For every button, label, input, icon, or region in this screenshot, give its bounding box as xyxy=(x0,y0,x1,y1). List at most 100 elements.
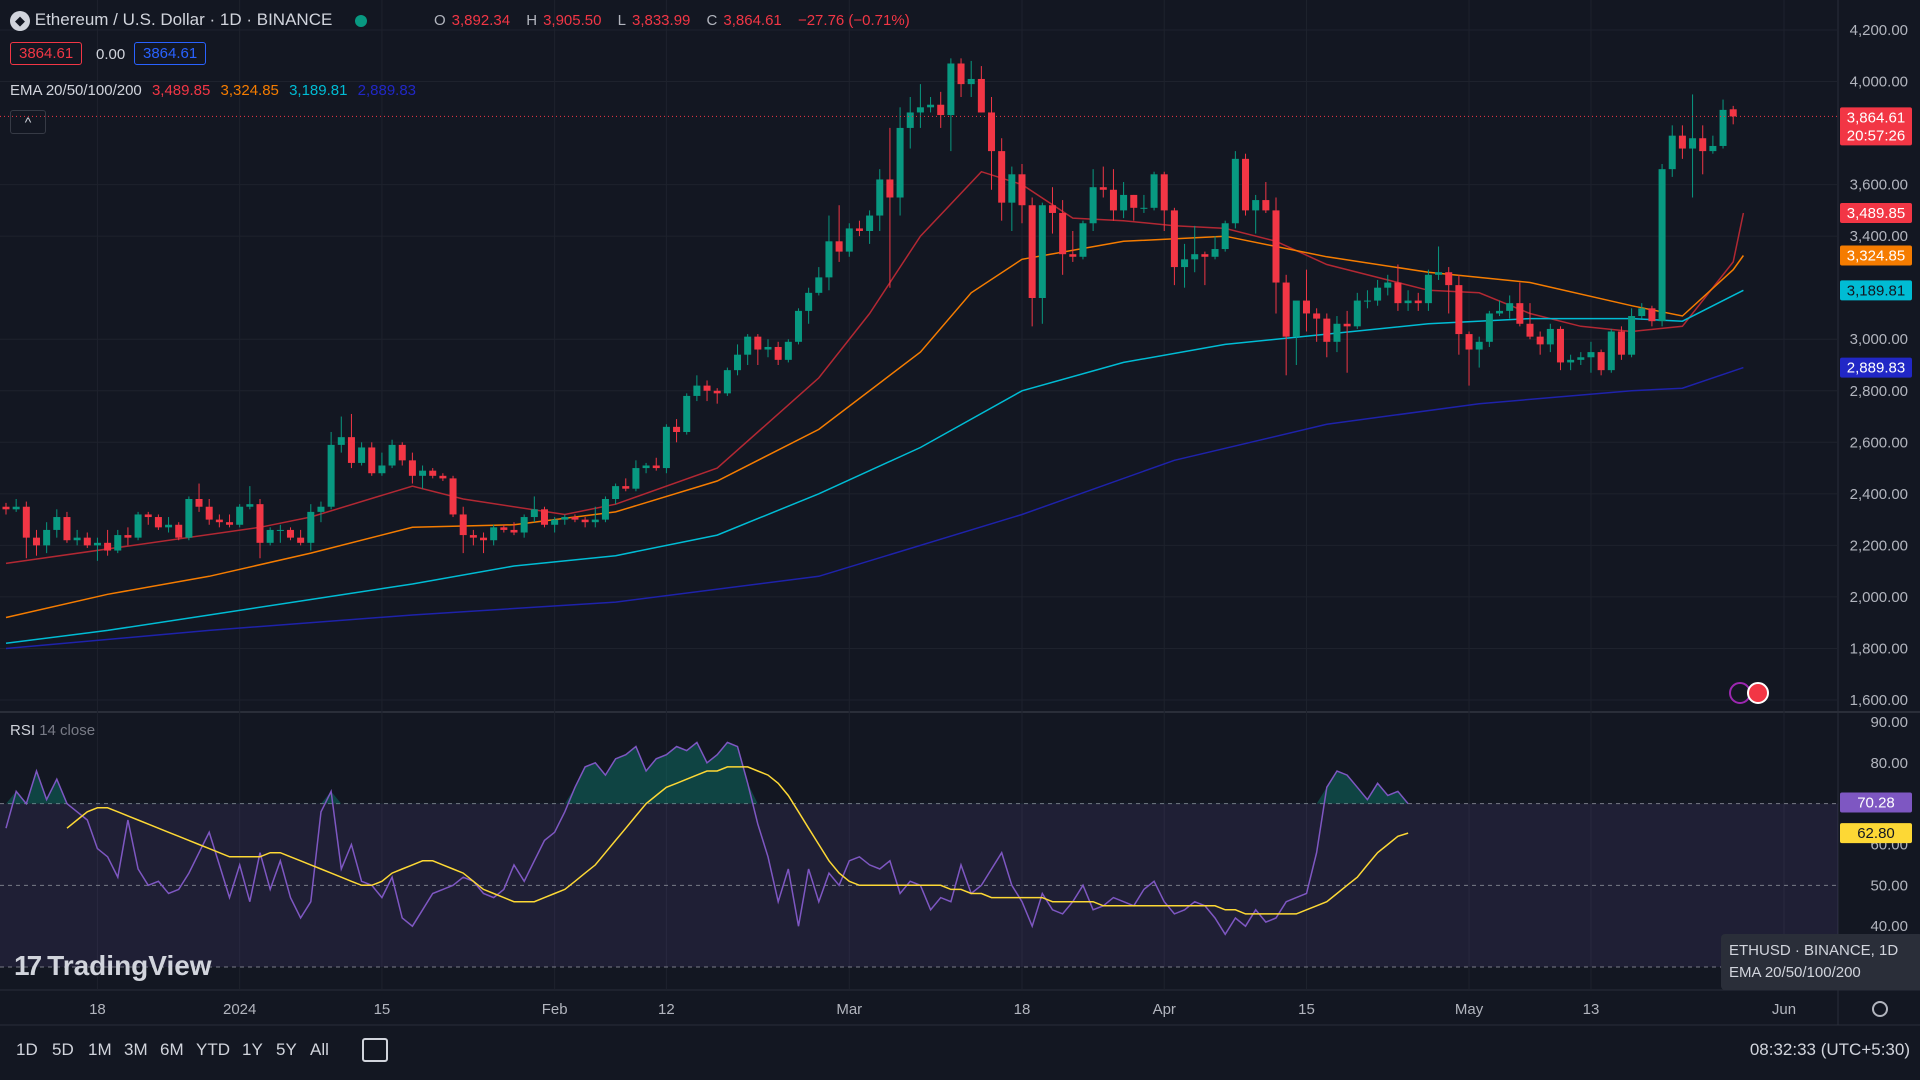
timezone-clock[interactable]: 08:32:33 (UTC+5:30) xyxy=(1749,1040,1910,1059)
candle-body xyxy=(1038,205,1046,298)
candle-body xyxy=(612,486,620,499)
candle xyxy=(1424,269,1432,311)
candle xyxy=(683,393,691,435)
candle xyxy=(104,529,112,556)
axis-tag-text: 70.28 xyxy=(1857,795,1895,812)
candle-body xyxy=(937,104,945,116)
candle xyxy=(459,506,467,554)
candle-body xyxy=(734,354,742,371)
candle-body xyxy=(845,228,853,252)
ema100-value: 3,189.81 xyxy=(289,82,348,99)
candle-body xyxy=(256,504,264,543)
candle xyxy=(246,486,254,510)
symbol-header[interactable]: ◆ Ethereum / U.S. Dollar · 1D · BINANCE xyxy=(10,10,368,31)
candle-body xyxy=(480,537,488,541)
collapse-legend-button[interactable]: ^ xyxy=(10,110,46,134)
timeframe-button-3m[interactable]: 3M xyxy=(124,1040,148,1059)
candle xyxy=(520,514,528,538)
candle xyxy=(226,514,234,528)
candle-body xyxy=(1191,254,1199,260)
candle-body xyxy=(876,179,884,216)
candle xyxy=(1404,290,1412,311)
candle-body xyxy=(947,63,955,116)
candle xyxy=(43,522,51,554)
ema-legend[interactable]: EMA 20/50/100/200 3,489.85 3,324.85 3,18… xyxy=(10,82,416,99)
candle xyxy=(1719,99,1727,149)
timeframe-button-5y[interactable]: 5Y xyxy=(276,1040,297,1059)
candle xyxy=(73,529,81,546)
candle-body xyxy=(805,292,813,311)
candle xyxy=(378,452,386,476)
candle-body xyxy=(1282,282,1290,337)
candle-body xyxy=(866,215,874,231)
candle-body xyxy=(723,370,731,394)
candle xyxy=(1556,326,1564,371)
candle-body xyxy=(1516,303,1524,324)
candle-body xyxy=(1242,158,1250,211)
candle-body xyxy=(459,514,467,536)
candle-body xyxy=(43,529,51,546)
candle-body xyxy=(419,470,427,476)
timeframe-button-1y[interactable]: 1Y xyxy=(242,1040,263,1059)
candle-body xyxy=(1211,249,1219,257)
candle xyxy=(93,537,101,561)
candle xyxy=(429,468,437,479)
candle-body xyxy=(358,447,366,463)
candle-body xyxy=(1140,207,1148,209)
sell-button[interactable]: 3864.61 xyxy=(10,42,83,65)
candle-body xyxy=(510,529,518,533)
candle xyxy=(866,210,874,244)
buy-button[interactable]: 3864.61 xyxy=(134,42,207,65)
candle-body xyxy=(1252,200,1260,211)
rsi-line xyxy=(5,741,1409,936)
candle xyxy=(1242,153,1250,216)
candle-body xyxy=(1150,174,1158,208)
timeframe-button-6m[interactable]: 6M xyxy=(160,1040,184,1059)
candle xyxy=(612,483,620,505)
candle-body xyxy=(1099,187,1107,190)
candle xyxy=(1109,169,1117,221)
rsi-legend[interactable]: RSI 14 close xyxy=(10,722,96,739)
time-tick-label: Jun xyxy=(1772,1001,1796,1018)
candle-body xyxy=(205,506,213,520)
date-range-icon[interactable] xyxy=(362,1038,388,1062)
candle xyxy=(1729,105,1737,125)
candle xyxy=(855,220,863,237)
candle-body xyxy=(1435,272,1443,275)
candle-body xyxy=(236,506,244,525)
time-tick-label: 15 xyxy=(1298,1001,1315,1018)
candle xyxy=(1211,236,1219,260)
candle xyxy=(754,334,762,365)
timeframe-button-all[interactable]: All xyxy=(310,1040,329,1059)
candle-body xyxy=(886,179,894,198)
timeframe-button-1d[interactable]: 1D xyxy=(16,1040,38,1059)
candle xyxy=(12,499,20,512)
ema20-value: 3,489.85 xyxy=(151,82,211,99)
candle-body xyxy=(540,509,548,525)
candle-body xyxy=(83,537,91,546)
candle-body xyxy=(1272,210,1280,283)
candle xyxy=(1394,264,1402,311)
tradingview-logo[interactable]: 17 TradingView xyxy=(14,950,212,981)
timeframe-button-1m[interactable]: 1M xyxy=(88,1040,112,1059)
candle xyxy=(154,514,162,530)
candle-body xyxy=(1323,318,1331,342)
timeframe-button-ytd[interactable]: YTD xyxy=(196,1040,230,1059)
candle-body xyxy=(662,426,670,469)
candle xyxy=(1435,246,1443,280)
rsi-tick-label: 80.00 xyxy=(1870,755,1908,772)
tradingview-logo-mark: 17 xyxy=(14,950,42,981)
candle xyxy=(1069,231,1077,262)
price-tick-label: 1,600.00 xyxy=(1850,692,1908,709)
candle-body xyxy=(53,517,61,530)
candle-body xyxy=(967,78,975,85)
low-value: 3,833.99 xyxy=(631,12,691,29)
candle xyxy=(744,334,752,365)
candle xyxy=(1292,300,1300,365)
ema50-line xyxy=(5,235,1745,619)
candle-body xyxy=(754,336,762,350)
symbol-title[interactable]: Ethereum / U.S. Dollar · 1D · BINANCE xyxy=(34,10,333,29)
candle xyxy=(83,532,91,548)
timeframe-button-5d[interactable]: 5D xyxy=(52,1040,74,1059)
